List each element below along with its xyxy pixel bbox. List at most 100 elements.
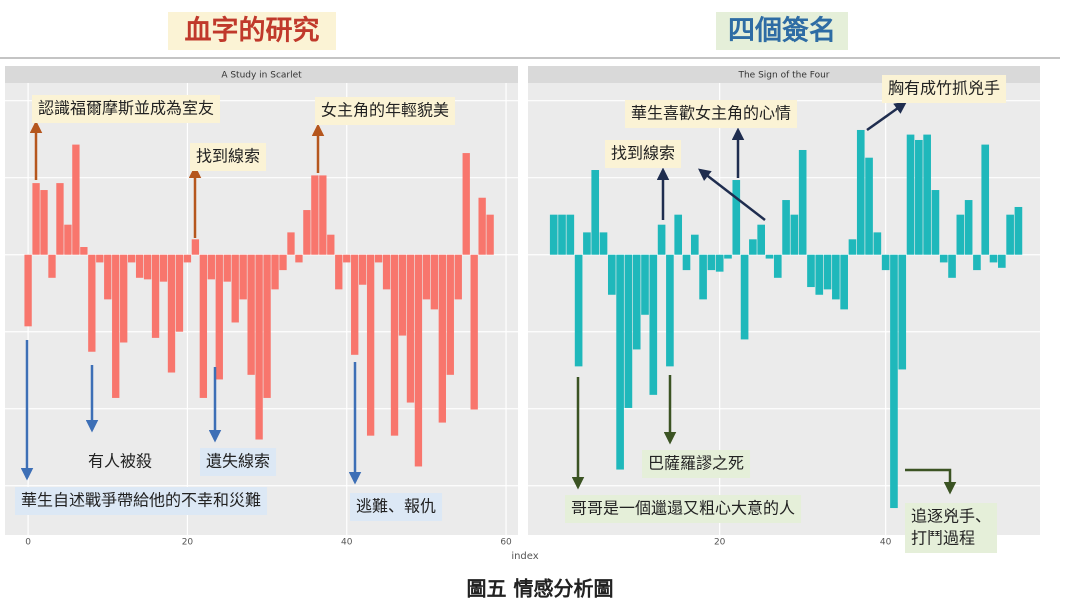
bar [295, 254, 303, 263]
annotation: 找到線索 [190, 143, 267, 171]
bar [757, 224, 765, 255]
annotation-text: 遺失線索 [206, 452, 270, 471]
bar [96, 254, 104, 263]
bar [430, 254, 439, 310]
bar [24, 254, 32, 327]
bar [690, 234, 699, 255]
bar [583, 232, 591, 255]
bar [279, 254, 287, 271]
bar [175, 254, 184, 332]
bar [666, 254, 674, 367]
bar [135, 254, 144, 278]
annotation-arrow [698, 168, 766, 221]
x-axis-label: index [511, 551, 538, 562]
bar [366, 254, 375, 436]
bar [207, 254, 215, 280]
bar [199, 254, 208, 398]
bar [191, 239, 200, 255]
annotation-box [642, 450, 751, 478]
annotation-arrow [905, 468, 957, 495]
annotation: 認識福爾摩斯並成為室友 [32, 95, 221, 123]
bar [790, 214, 799, 255]
bar [798, 149, 807, 255]
bar [446, 254, 454, 375]
bar [740, 254, 749, 340]
bar [351, 254, 359, 355]
bar [462, 153, 470, 255]
annotation: 遺失線索 [200, 448, 277, 476]
x-tick-label: 40 [341, 538, 353, 548]
annotation-arrow [866, 101, 908, 132]
bar [486, 214, 494, 255]
bar [231, 254, 239, 323]
bar [319, 175, 327, 255]
annotation: 有人被殺 [88, 452, 152, 471]
bar [32, 183, 40, 255]
bar [591, 170, 600, 255]
bar [398, 254, 407, 336]
bar [454, 254, 462, 300]
bar [823, 254, 832, 290]
bar [807, 254, 815, 288]
panel-title: The Sign of the Four [737, 71, 829, 81]
bar [956, 214, 965, 255]
bar [856, 129, 865, 255]
bar [674, 214, 683, 255]
bar [707, 254, 716, 271]
annotation-text: 打鬥過程 [911, 529, 975, 548]
bar [549, 214, 558, 255]
bar [840, 254, 848, 310]
annotation-box [905, 503, 998, 553]
bar [989, 254, 998, 263]
bar [255, 254, 263, 440]
bar [998, 254, 1006, 268]
bar [271, 254, 279, 290]
bar [64, 224, 72, 255]
annotation-box [605, 140, 682, 168]
bar [906, 134, 915, 255]
bar [167, 254, 176, 373]
annotation: 哥哥是一個邋遢又粗心大意的人 [565, 495, 802, 523]
bar [765, 254, 774, 259]
annotation-text: 女主角的年輕貌美 [321, 101, 449, 120]
x-tick-label: 40 [880, 538, 892, 548]
bar [981, 144, 990, 255]
x-tick-label: 20 [182, 538, 194, 548]
bar [215, 254, 223, 380]
bar [948, 254, 956, 278]
bar [56, 183, 64, 255]
bar [649, 254, 658, 395]
annotation-box [200, 448, 277, 476]
bar [80, 247, 88, 255]
bar [40, 190, 48, 255]
bar [616, 254, 624, 470]
bar [1006, 214, 1014, 255]
bar [382, 254, 391, 290]
bar [470, 254, 478, 410]
bar [898, 254, 907, 370]
bar [422, 254, 431, 300]
bar [657, 224, 666, 255]
chart-panel: The Sign of the Four 20 40 [528, 66, 1040, 548]
bar [303, 210, 311, 255]
left-title: 血字的研究 [185, 15, 320, 47]
bar [311, 175, 319, 255]
bar [72, 144, 80, 255]
bar [599, 232, 608, 255]
annotation: 逃難、報仇 [350, 493, 443, 521]
x-tick-label: 0 [25, 538, 31, 548]
annotation: 找到線索 [605, 140, 682, 168]
bar [239, 254, 247, 300]
title-box [716, 12, 848, 50]
bar [183, 254, 192, 263]
bar [343, 254, 351, 263]
bar [335, 254, 343, 290]
annotation-text: 找到線索 [196, 147, 260, 166]
strip [5, 66, 518, 83]
bar [881, 254, 890, 271]
bar [127, 254, 136, 263]
bar [112, 254, 120, 398]
annotation-box [565, 495, 802, 523]
bar [939, 254, 948, 263]
annotation-text: 巴薩羅謬之死 [648, 454, 744, 473]
